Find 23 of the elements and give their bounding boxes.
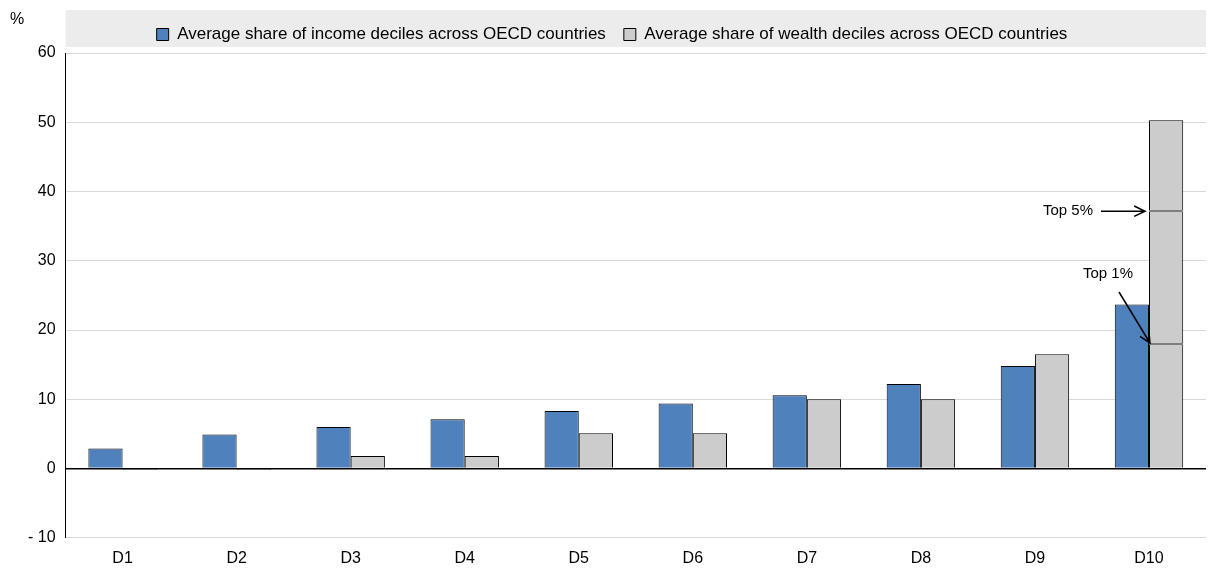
y-tick-label: 40 xyxy=(37,181,56,199)
y-tick-label: - 10 xyxy=(27,528,56,546)
x-tick-label: D4 xyxy=(454,548,476,566)
x-tick-label: D9 xyxy=(1024,548,1046,566)
x-tick-label: D2 xyxy=(226,548,247,566)
y-axis-title: % xyxy=(10,10,25,28)
x-tick-label: D8 xyxy=(910,548,932,566)
legend-label: Average share of wealth deciles across OECD countries xyxy=(644,24,1068,44)
x-tick-label: D5 xyxy=(568,548,590,566)
legend-label: Average share of income deciles across OECD countries xyxy=(177,24,606,44)
y-tick-label: 20 xyxy=(37,320,56,338)
y-tick-label: 0 xyxy=(46,458,56,476)
y-tick-label: 30 xyxy=(37,251,56,269)
y-tick-label: 50 xyxy=(37,112,56,130)
annotation: Top 5% xyxy=(1042,201,1093,219)
x-tick-label: D6 xyxy=(682,548,704,566)
y-tick-label: 10 xyxy=(37,389,56,407)
x-tick-label: D1 xyxy=(112,548,133,566)
y-tick-label: 60 xyxy=(37,43,56,61)
x-tick-label: D3 xyxy=(340,548,362,566)
annotation: Top 1% xyxy=(1082,264,1133,282)
x-tick-label: D7 xyxy=(796,548,818,566)
x-tick-label: D10 xyxy=(1134,548,1164,566)
